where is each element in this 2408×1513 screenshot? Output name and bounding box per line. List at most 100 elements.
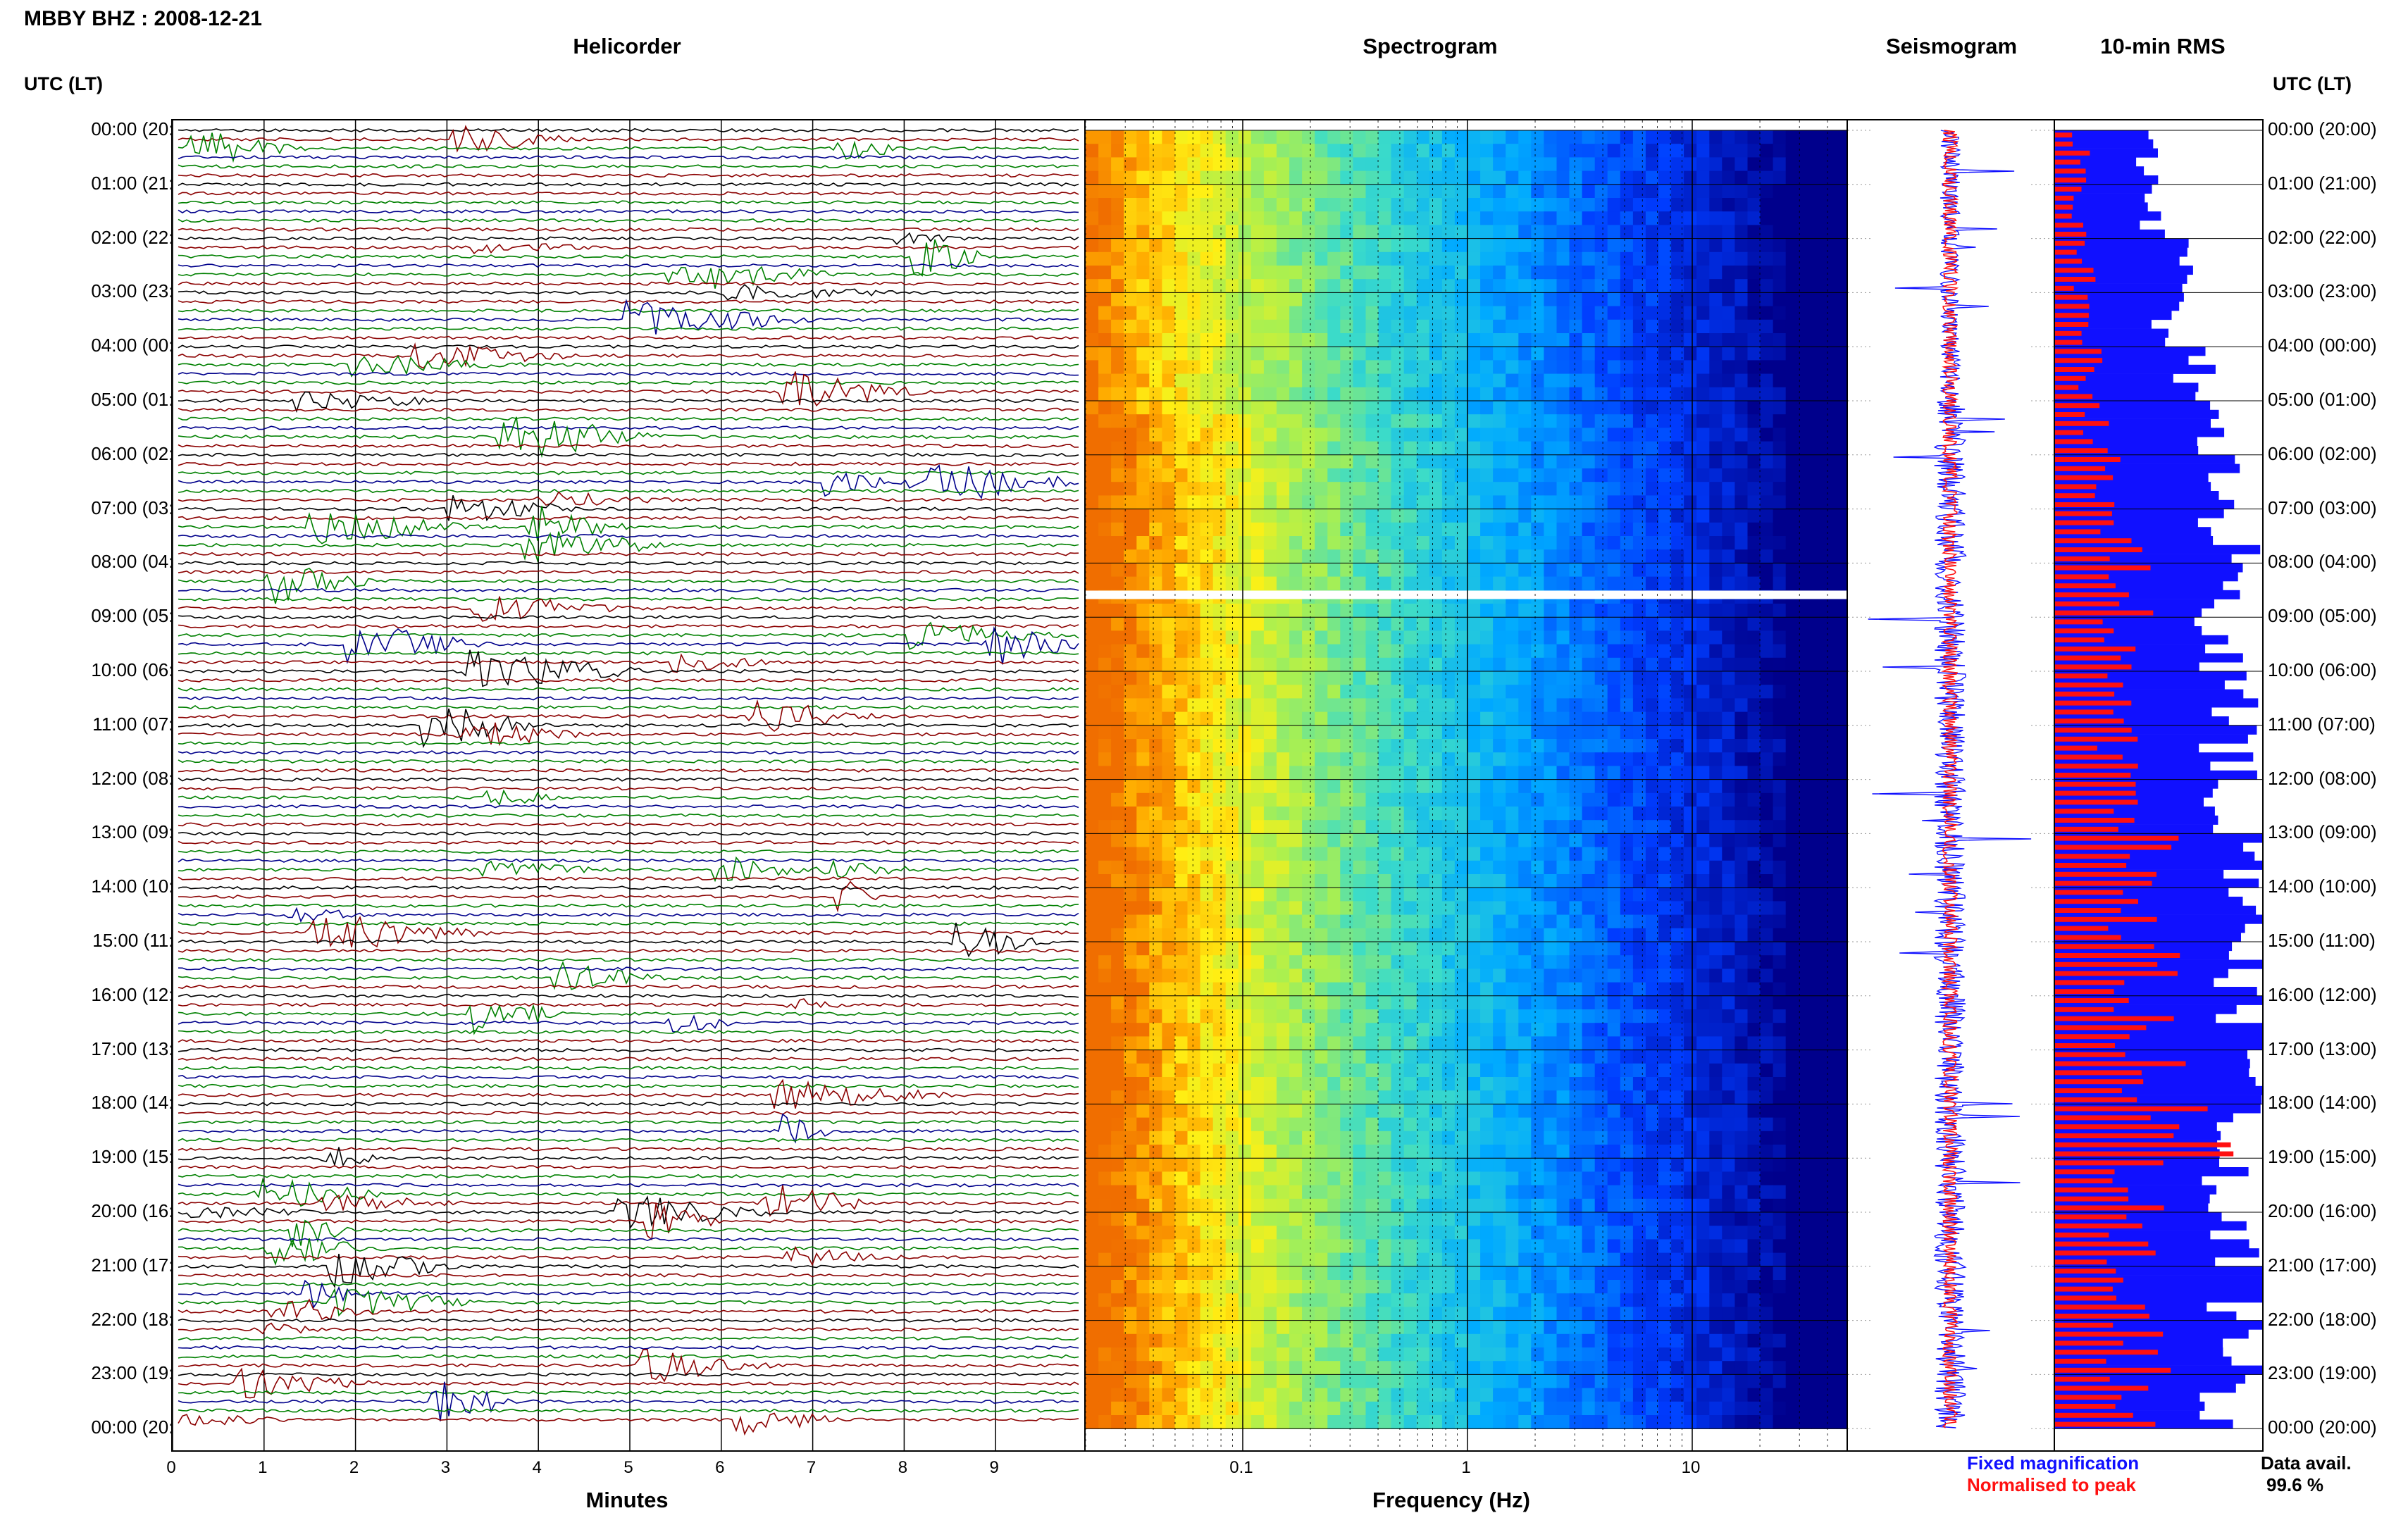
rms-bar-normalised <box>2055 511 2112 516</box>
helicorder-trace <box>178 679 1079 682</box>
time-label-right: 22:00 (18:00) <box>2268 1310 2377 1328</box>
rms-bar-normalised <box>2055 331 2082 336</box>
helicorder-trace <box>178 381 1079 384</box>
helicorder-trace <box>178 285 1079 300</box>
rms-bar-normalised <box>2055 529 2100 534</box>
rms-bar-normalised <box>2055 1395 2121 1400</box>
rms-bar-normalised <box>2055 322 2088 327</box>
rms-bar-normalised <box>2055 701 2131 706</box>
data-availability-value: 99.6 % <box>2266 1474 2323 1496</box>
rms-bar-normalised <box>2055 259 2082 263</box>
time-label-right: 13:00 (09:00) <box>2268 823 2377 841</box>
rms-bar-normalised <box>2055 1368 2171 1373</box>
helicorder-trace <box>178 616 1079 618</box>
helicorder-trace <box>178 909 1079 921</box>
rms-bar-normalised <box>2055 1061 2186 1066</box>
rms-bar-normalised <box>2055 1323 2113 1328</box>
rms-bar-normalised <box>2055 421 2109 426</box>
rms-bar-normalised <box>2055 1340 2123 1345</box>
helicorder-xtick: 3 <box>431 1458 459 1478</box>
spectrogram-xlabel: Frequency (Hz) <box>1324 1488 1578 1513</box>
rms-bar-normalised <box>2055 836 2178 841</box>
rms-bar-normalised <box>2055 466 2105 471</box>
rms-bar-normalised <box>2055 187 2082 192</box>
helicorder-trace <box>178 995 1079 997</box>
helicorder-trace <box>178 1409 1079 1412</box>
rms-bar-normalised <box>2055 151 2090 156</box>
helicorder-trace <box>178 1238 1079 1240</box>
rms-bar-normalised <box>2055 673 2107 678</box>
helicorder-trace <box>178 1391 1079 1394</box>
rms-bar-normalised <box>2055 250 2077 255</box>
helicorder-trace <box>178 1057 1079 1060</box>
time-label-right: 09:00 (05:00) <box>2268 606 2377 625</box>
helicorder-trace <box>178 1138 1079 1141</box>
helicorder-trace <box>178 709 1079 747</box>
rms-bar-normalised <box>2055 709 2114 714</box>
rms-bar-normalised <box>2055 1152 2233 1157</box>
helicorder-trace <box>178 466 1079 498</box>
rms-bar-normalised <box>2055 205 2073 210</box>
helicorder-trace <box>178 628 1079 664</box>
helicorder-xtick: 4 <box>523 1458 551 1478</box>
helicorder-trace <box>178 165 1079 168</box>
helicorder-trace <box>178 336 1079 339</box>
rms-bar-normalised <box>2055 268 2094 273</box>
helicorder-trace <box>178 963 1079 990</box>
rms-bar-normalised <box>2055 746 2097 751</box>
time-label-right: 00:00 (20:00) <box>2268 120 2377 138</box>
rms-bar-normalised <box>2055 935 2121 940</box>
helicorder-xtick: 5 <box>614 1458 643 1478</box>
time-label-right: 19:00 (15:00) <box>2268 1147 2377 1166</box>
time-label-right: 07:00 (03:00) <box>2268 499 2377 517</box>
rms-bar-normalised <box>2055 1377 2110 1382</box>
rms-bar-normalised <box>2055 313 2089 318</box>
helicorder-trace <box>178 814 1079 817</box>
rms-bar-normalised <box>2055 1269 2116 1274</box>
helicorder-trace <box>178 1319 1079 1321</box>
helicorder-trace <box>178 1355 1079 1358</box>
helicorder-xtick: 9 <box>980 1458 1008 1478</box>
helicorder-trace <box>178 1112 1079 1114</box>
helicorder-trace <box>178 999 1079 1009</box>
helicorder-trace <box>178 1102 1079 1105</box>
helicorder-trace <box>178 1238 1079 1264</box>
rms-bar-normalised <box>2055 1233 2109 1238</box>
helicorder-trace <box>178 850 1079 853</box>
helicorder-trace <box>178 949 1079 952</box>
rms-bar-normalised <box>2055 358 2102 363</box>
helicorder-panel <box>171 119 1086 1452</box>
time-label-right: 15:00 (11:00) <box>2268 931 2376 949</box>
spectrogram-xtick: 10 <box>1670 1458 1712 1478</box>
rms-bar-normalised <box>2055 1016 2174 1021</box>
helicorder-trace <box>178 426 1079 429</box>
helicorder-trace <box>178 886 1079 889</box>
rms-bar-normalised <box>2055 899 2138 904</box>
rms-bar-normalised <box>2055 367 2094 372</box>
helicorder-xtick: 6 <box>706 1458 734 1478</box>
helicorder-xtick: 0 <box>157 1458 185 1478</box>
rms-bar-normalised <box>2055 1250 2156 1255</box>
rms-bar-normalised <box>2055 881 2152 886</box>
helicorder-trace <box>178 778 1079 780</box>
spectrogram-xtick: 1 <box>1445 1458 1487 1478</box>
rms-bar-normalised <box>2055 475 2113 480</box>
rms-bar-normalised <box>2055 845 2171 849</box>
helicorder-trace <box>178 561 1079 564</box>
helicorder-trace <box>178 174 1079 177</box>
time-label-right: 05:00 (01:00) <box>2268 390 2377 409</box>
rms-bar-normalised <box>2055 1007 2114 1012</box>
rms-bar-normalised <box>2055 493 2095 498</box>
rms-bar-normalised <box>2055 241 2085 246</box>
seismogram-plot <box>1848 120 2055 1452</box>
legend-normalised-to-peak: Normalised to peak <box>1967 1474 2136 1496</box>
helicorder-trace <box>178 1204 1079 1239</box>
helicorder-trace <box>178 219 1079 222</box>
helicorder-trace <box>178 553 1079 556</box>
helicorder-trace <box>178 1337 1079 1340</box>
helicorder-trace <box>178 1183 1079 1186</box>
helicorder-trace <box>178 129 1079 132</box>
rms-bar-normalised <box>2055 1224 2142 1228</box>
rms-bar-normalised <box>2055 926 2108 931</box>
rms-bar-normalised <box>2055 1088 2122 1093</box>
